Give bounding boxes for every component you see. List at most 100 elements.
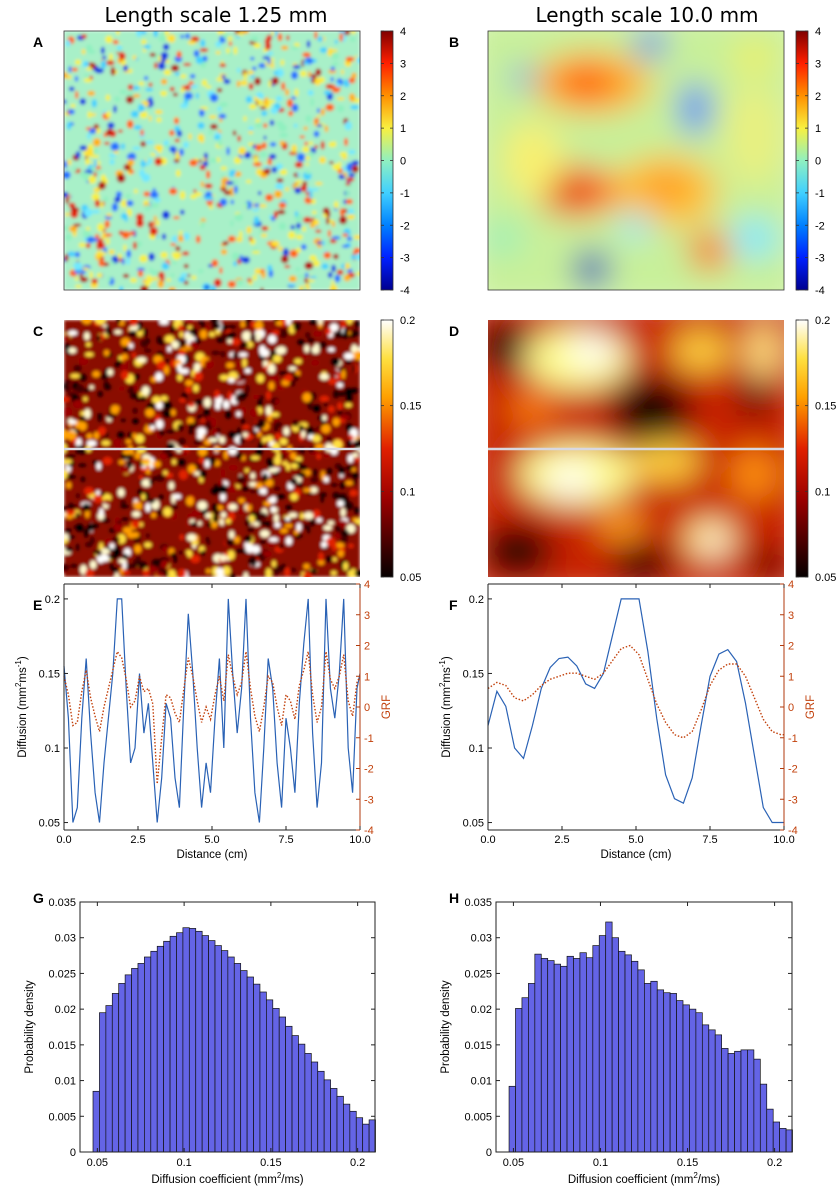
field-blob <box>285 536 293 546</box>
field-blob <box>105 111 111 118</box>
field-blob <box>74 522 85 533</box>
panel-label-g: G <box>33 890 44 906</box>
field-blob <box>312 468 318 478</box>
field-blob <box>279 328 288 339</box>
y2-tick-label: 2 <box>788 641 794 653</box>
field-blob <box>64 379 72 385</box>
field-blob <box>331 264 336 273</box>
field-blob <box>72 166 77 172</box>
field-blob <box>225 539 235 547</box>
field-blob <box>185 520 191 527</box>
field-blob <box>311 188 319 192</box>
field-blob <box>180 209 185 215</box>
x-axis-label: Diffusion coefficient (mm2/ms) <box>568 1171 720 1186</box>
field-blob <box>292 64 301 69</box>
field-blob <box>233 261 238 267</box>
y-tick-label: 0.015 <box>48 1040 76 1052</box>
field-blob <box>331 52 340 60</box>
field-blob <box>227 280 237 288</box>
histogram-bar <box>779 1128 787 1153</box>
field-blob <box>354 320 360 329</box>
field-blob <box>283 426 290 436</box>
field-blob <box>107 368 114 376</box>
field-blob <box>220 60 224 65</box>
field-blob <box>351 160 360 166</box>
field-blob <box>284 567 291 577</box>
field-blob <box>326 436 333 442</box>
field-blob <box>340 320 347 328</box>
field-blob <box>110 142 120 151</box>
field-blob <box>121 231 130 239</box>
field-blob <box>172 92 178 97</box>
y-tick-label: 0.05 <box>463 818 484 830</box>
field-blob <box>106 213 113 217</box>
field-blob <box>105 35 113 44</box>
field-blob <box>153 215 157 222</box>
field-blob <box>268 381 275 391</box>
histogram-bar <box>323 1079 331 1153</box>
field-blob <box>252 66 257 71</box>
field-blob <box>252 144 256 149</box>
field-blob <box>132 94 141 98</box>
field-blob <box>136 357 147 363</box>
field-blob <box>85 157 91 166</box>
field-blob <box>126 257 130 266</box>
field-blob <box>131 85 140 91</box>
field-blob <box>68 86 75 92</box>
field-blob <box>122 346 129 353</box>
histogram-bar <box>92 1090 100 1153</box>
field-blob <box>126 153 133 160</box>
field-blob <box>230 219 234 227</box>
field-blob <box>261 225 269 231</box>
field-blob <box>73 504 78 509</box>
field-blob <box>267 364 276 374</box>
field-blob <box>151 270 160 275</box>
field-blob <box>190 194 197 200</box>
field-blob <box>248 236 253 242</box>
field-blob <box>134 452 141 460</box>
field-blob <box>279 140 285 146</box>
field-blob <box>131 430 138 435</box>
field-blob <box>328 378 338 385</box>
field-blob <box>262 487 267 495</box>
field-blob <box>229 530 235 539</box>
field-blob <box>151 221 156 227</box>
field-blob <box>173 117 180 125</box>
y-tick-label: 0.035 <box>464 897 492 909</box>
field-blob <box>332 417 340 427</box>
histogram-bar <box>343 1103 351 1153</box>
field-blob <box>344 137 348 147</box>
field-blob <box>67 159 72 166</box>
field-blob <box>353 247 360 255</box>
field-blob <box>178 437 187 446</box>
field-blob <box>64 99 67 104</box>
field-blob <box>309 254 317 262</box>
field-blob <box>238 507 244 515</box>
histogram-bar <box>137 963 145 1153</box>
field-blob <box>170 504 179 510</box>
y-axis-label-part: ms <box>17 667 29 683</box>
field-blob <box>288 324 296 334</box>
field-blob <box>258 63 267 69</box>
field-blob <box>271 560 277 568</box>
y-tick-label: 0.1 <box>45 743 60 755</box>
field-blob <box>285 88 290 97</box>
field-blob <box>351 364 356 374</box>
field-blob <box>348 543 354 548</box>
field-blob <box>328 405 335 413</box>
histogram-bar <box>266 999 274 1153</box>
field-blob <box>338 215 348 225</box>
histogram-bar <box>99 1012 107 1153</box>
field-blob <box>219 198 228 207</box>
colorbar-tick-label: 0.15 <box>815 401 836 413</box>
field-blob <box>219 102 228 108</box>
field-blob <box>161 233 167 240</box>
field-blob <box>238 146 247 155</box>
field-blob <box>127 330 138 338</box>
field-blob <box>314 144 319 149</box>
field-blob <box>65 384 71 393</box>
histogram-bar <box>298 1043 306 1153</box>
colorbar-tick-label: 2 <box>400 91 406 103</box>
field-blob <box>65 212 70 217</box>
field-blob <box>323 525 333 531</box>
